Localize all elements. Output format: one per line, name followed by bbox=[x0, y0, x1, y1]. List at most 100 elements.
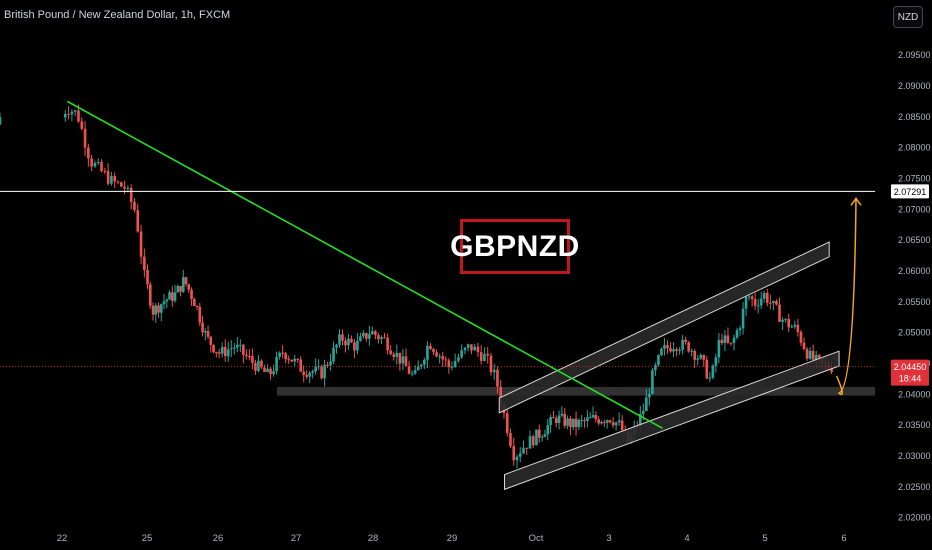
candle bbox=[209, 336, 213, 353]
candle bbox=[574, 411, 578, 436]
candle bbox=[100, 159, 103, 173]
projection-arrowhead bbox=[850, 197, 862, 206]
candle bbox=[778, 297, 781, 322]
candle bbox=[96, 158, 100, 166]
x-tick-label: 29 bbox=[447, 533, 458, 544]
candle bbox=[566, 415, 569, 430]
candle bbox=[441, 351, 445, 368]
candle bbox=[63, 110, 67, 122]
candle bbox=[187, 283, 191, 293]
candle bbox=[365, 332, 368, 342]
candle bbox=[435, 349, 438, 358]
candle bbox=[212, 344, 215, 354]
candle bbox=[181, 269, 185, 294]
candle bbox=[753, 293, 757, 311]
candle bbox=[383, 333, 386, 339]
candle bbox=[672, 342, 675, 358]
candle bbox=[463, 346, 467, 355]
candle bbox=[726, 327, 730, 345]
symbol-label: GBPNZD bbox=[450, 229, 580, 263]
candle bbox=[796, 319, 800, 337]
candle bbox=[151, 302, 155, 321]
candle bbox=[720, 333, 724, 346]
x-tick-label: 6 bbox=[841, 533, 846, 544]
candle bbox=[223, 339, 227, 362]
candle bbox=[518, 447, 522, 463]
candle bbox=[338, 329, 341, 348]
candle bbox=[799, 329, 803, 346]
x-tick-label: Oct bbox=[529, 533, 544, 544]
candle bbox=[540, 434, 544, 442]
candle bbox=[790, 324, 794, 328]
candle bbox=[353, 339, 356, 359]
candle bbox=[479, 345, 483, 365]
candle bbox=[143, 248, 146, 278]
candle bbox=[681, 334, 684, 355]
candle bbox=[489, 352, 493, 376]
candle bbox=[781, 317, 784, 330]
candle bbox=[808, 347, 812, 361]
candle bbox=[708, 372, 712, 383]
candle bbox=[284, 351, 287, 364]
candle bbox=[591, 406, 595, 419]
candle bbox=[146, 264, 149, 290]
y-tick-label: 2.08000 bbox=[898, 143, 931, 153]
chart-title: British Pound / New Zealand Dollar, 1h, … bbox=[4, 9, 231, 21]
candle bbox=[179, 285, 182, 297]
candle bbox=[332, 341, 335, 364]
candle bbox=[260, 359, 263, 370]
candle bbox=[486, 346, 489, 364]
candle bbox=[204, 328, 207, 341]
y-tick-label: 2.08500 bbox=[898, 112, 931, 122]
candle bbox=[772, 300, 775, 311]
candle bbox=[546, 418, 550, 441]
candle bbox=[444, 356, 448, 367]
candle bbox=[103, 168, 107, 175]
candle bbox=[359, 332, 362, 342]
candle bbox=[762, 290, 766, 303]
candle bbox=[395, 344, 399, 365]
candle bbox=[299, 356, 303, 372]
candle bbox=[242, 344, 245, 364]
candle bbox=[269, 367, 272, 380]
candle bbox=[362, 330, 365, 339]
candle bbox=[344, 337, 347, 353]
candle bbox=[389, 345, 392, 356]
candle bbox=[0, 112, 2, 126]
candle bbox=[586, 410, 589, 428]
candle bbox=[597, 416, 600, 426]
x-tick-label: 27 bbox=[291, 533, 302, 544]
candle bbox=[583, 417, 586, 428]
candle bbox=[368, 325, 371, 346]
candle bbox=[229, 340, 233, 358]
candle bbox=[266, 364, 269, 373]
candle bbox=[645, 388, 648, 412]
candle bbox=[569, 415, 572, 436]
candle bbox=[453, 353, 457, 368]
y-tick-label: 2.05000 bbox=[898, 328, 931, 338]
x-tick-label: 28 bbox=[368, 533, 379, 544]
candle bbox=[407, 360, 411, 375]
candle bbox=[193, 297, 196, 307]
candle bbox=[447, 358, 451, 374]
candle bbox=[483, 347, 486, 362]
candle bbox=[251, 348, 254, 370]
candle bbox=[690, 348, 693, 357]
candle bbox=[80, 117, 84, 131]
candle bbox=[729, 342, 733, 346]
candle bbox=[416, 360, 420, 371]
candle bbox=[248, 349, 251, 361]
candle bbox=[492, 363, 496, 380]
candle bbox=[732, 334, 736, 351]
candle bbox=[293, 354, 297, 367]
currency-button[interactable]: NZD bbox=[893, 6, 923, 28]
candle bbox=[654, 362, 657, 377]
candle bbox=[557, 410, 561, 430]
candle bbox=[723, 329, 727, 352]
candle bbox=[580, 415, 584, 428]
x-tick-label: 25 bbox=[142, 533, 153, 544]
downtrend-line bbox=[66, 100, 664, 430]
target-price-label: 2.07291 bbox=[894, 187, 927, 197]
candle bbox=[398, 352, 402, 371]
